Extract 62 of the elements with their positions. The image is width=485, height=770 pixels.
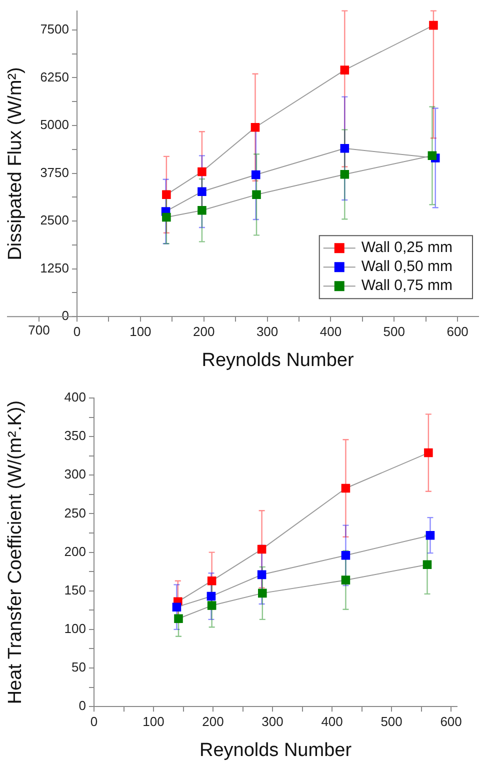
x-tick-label: 400	[320, 324, 342, 339]
x-axis-title: Reynolds Number	[202, 350, 354, 371]
x-tick-label: 400	[321, 714, 343, 729]
x-tick-label: 300	[256, 324, 278, 339]
point	[250, 122, 260, 132]
y-tick-label: 1250	[40, 260, 69, 276]
x-tick-label: 200	[202, 714, 224, 729]
x-tick-label: 600	[446, 324, 468, 339]
x-tick-label: 100	[142, 714, 164, 729]
legend-label: Wall 0,25 mm	[361, 239, 453, 256]
point	[198, 206, 206, 215]
y-tick-label: 200	[64, 544, 86, 559]
point	[258, 588, 267, 598]
y-tick-label: 5000	[40, 117, 69, 132]
point	[198, 167, 206, 176]
legend-label: Wall 0,50 mm	[361, 258, 453, 276]
point	[251, 170, 260, 180]
point	[340, 170, 350, 179]
point	[422, 560, 432, 570]
point	[257, 570, 266, 580]
point	[341, 484, 350, 493]
y-tick-label: 50	[72, 660, 86, 675]
point	[426, 530, 435, 540]
y-tick-label: 6250	[40, 69, 69, 84]
y-tick-label: 300	[64, 466, 86, 482]
x-tick-label: 500	[380, 714, 402, 729]
x-tick-label: 200	[193, 324, 215, 339]
point	[207, 601, 216, 610]
legend-label: Wall 0,75 mm	[361, 277, 453, 294]
point	[198, 187, 206, 196]
point	[340, 66, 350, 74]
y-tick-label: 7500	[40, 21, 69, 36]
x-tick-label: 500	[383, 324, 405, 339]
x-tick-label: 0	[90, 714, 98, 729]
y-tick-label: 250	[64, 505, 86, 520]
y-axis-title: Dissipated Flux (W/m²)	[5, 67, 26, 260]
y-tick-label: 350	[64, 428, 86, 444]
point	[174, 614, 183, 624]
y-tick-label: 2500	[40, 212, 69, 228]
x-tick-label: 600	[440, 714, 462, 729]
x-tick-label: 100	[130, 324, 152, 339]
point	[162, 212, 171, 222]
point	[341, 550, 350, 560]
x-tick-label: 300	[262, 714, 284, 729]
point	[429, 20, 438, 30]
point	[341, 576, 350, 584]
point	[172, 602, 182, 612]
y-tick-label: 0	[78, 698, 86, 714]
point	[257, 544, 266, 554]
point	[340, 144, 350, 153]
x-axis-title: Reynolds Number	[199, 740, 352, 761]
point	[207, 576, 216, 586]
text: 700	[28, 322, 50, 338]
point	[252, 190, 261, 200]
point	[428, 151, 437, 160]
y-tick-label: 100	[64, 621, 86, 636]
point	[206, 592, 216, 601]
point	[424, 448, 433, 458]
y-tick-label: 400	[64, 390, 86, 405]
y-tick-label: 150	[64, 582, 86, 598]
y-axis-title: Heat Transfer Coefficient (W/(m².K))	[5, 400, 26, 704]
point	[162, 190, 171, 200]
